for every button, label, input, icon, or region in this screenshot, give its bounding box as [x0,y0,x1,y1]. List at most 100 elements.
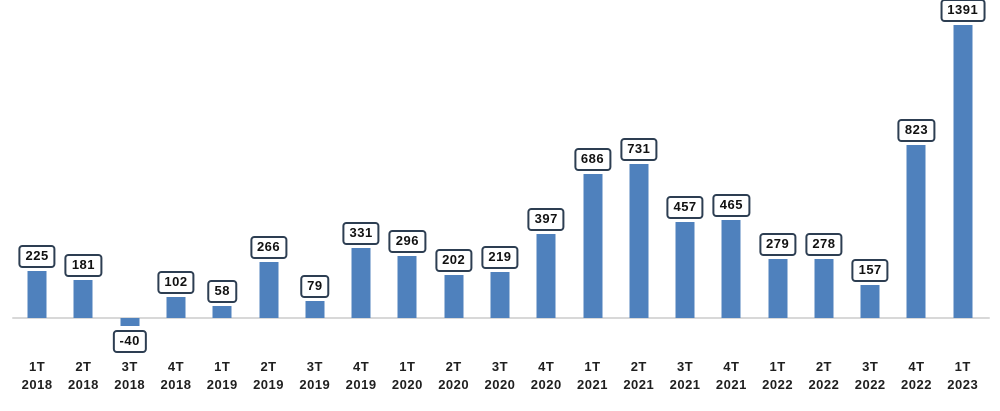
value-label: 157 [851,259,889,282]
chart-column: 219 3T 2020 [477,0,523,411]
x-axis-category-label: 2T 2020 [431,358,477,394]
value-label: -40 [112,330,147,353]
year-label: 2018 [114,377,146,392]
quarter-label: 3T [306,359,323,374]
x-axis-category-label: 1T 2022 [755,358,801,394]
quarter-label: 4T [908,359,925,374]
quarter-label: 3T [491,359,509,374]
bar [768,259,788,318]
bar [120,318,140,326]
chart-column: 181 2T 2018 [60,0,106,411]
x-axis-line [12,317,990,319]
bar [444,275,464,318]
chart-column: 686 1T 2021 [569,0,615,411]
chart-column: 58 1T 2019 [199,0,245,411]
year-label: 2018 [21,377,53,392]
chart-column: 296 1T 2020 [384,0,430,411]
bar [629,164,649,318]
quarter-label: 1T [399,359,416,374]
bar [305,301,325,318]
value-label: 79 [300,275,330,298]
bar [953,25,973,318]
chart-column: 731 2T 2021 [616,0,662,411]
value-label: 823 [897,119,936,142]
value-label: 731 [620,138,658,161]
x-axis-category-label: 1T 2021 [569,358,615,394]
year-label: 2021 [623,377,655,392]
x-axis-category-label: 2T 2019 [245,358,291,394]
chart-column: 823 4T 2022 [893,0,939,411]
chart-column: 266 2T 2019 [245,0,291,411]
x-axis-category-label: 4T 2022 [893,358,939,394]
quarter-label: 2T [260,359,277,374]
value-label: 279 [759,233,797,256]
bar [583,174,603,318]
value-label: 465 [712,194,750,217]
quarter-label: 2T [815,359,832,374]
year-label: 2020 [530,377,562,392]
quarter-label: 3T [676,359,694,374]
value-label: 266 [249,236,288,259]
chart-column: 457 3T 2021 [662,0,708,411]
x-axis-category-label: 4T 2019 [338,358,384,394]
year-label: 2020 [484,377,516,392]
value-label: 219 [481,246,519,269]
value-label: 202 [435,249,473,272]
x-axis-category-label: 2T 2022 [801,358,847,394]
quarter-label: 4T [353,359,370,374]
year-label: 2019 [206,377,238,392]
x-axis-category-label: 2T 2018 [60,358,106,394]
x-axis-category-label: 1T 2018 [14,358,60,394]
value-label: 296 [388,230,426,253]
x-axis-category-label: 4T 2018 [153,358,199,394]
value-label: 225 [18,245,56,268]
bar [166,297,186,318]
x-axis-category-label: 2T 2021 [616,358,662,394]
value-label: 1391 [940,0,986,22]
bar [860,285,880,318]
bar [536,234,556,318]
year-label: 2019 [253,377,284,392]
x-axis-category-label: 1T 2023 [940,358,986,394]
chart-column: 278 2T 2022 [801,0,847,411]
x-axis-category-label: 4T 2020 [523,358,569,394]
chart-column: -40 3T 2018 [107,0,153,411]
x-axis-category-label: 3T 2018 [107,358,153,394]
year-label: 2022 [901,377,932,392]
bar [675,222,695,318]
chart-column: 157 3T 2022 [847,0,893,411]
year-label: 2019 [299,377,331,392]
bar [27,271,47,318]
x-axis-category-label: 3T 2022 [847,358,893,394]
year-label: 2018 [160,377,192,392]
bar [397,256,417,318]
chart-column: 1391 1T 2023 [940,0,986,411]
quarter-label: 2T [445,359,462,374]
year-label: 2020 [438,377,470,392]
chart-column: 279 1T 2022 [755,0,801,411]
year-label: 2022 [808,377,840,392]
x-axis-category-label: 3T 2021 [662,358,708,394]
value-label: 278 [805,233,843,256]
bar [814,259,834,318]
year-label: 2022 [854,377,886,392]
quarter-label: 1T [769,359,786,374]
quarter-label: 4T [167,359,185,374]
quarter-label: 1T [584,359,601,374]
year-label: 2018 [67,377,99,392]
chart-column: 202 2T 2020 [431,0,477,411]
x-axis-category-label: 1T 2019 [199,358,245,394]
quarter-label: 4T [723,359,740,374]
chart-column: 397 4T 2020 [523,0,569,411]
bar [721,220,741,318]
quarter-label: 4T [538,359,555,374]
value-label: 331 [342,222,380,245]
x-axis-category-label: 3T 2019 [292,358,338,394]
year-label: 2020 [391,377,423,392]
x-axis-category-label: 3T 2020 [477,358,523,394]
year-label: 2021 [715,377,747,392]
year-label: 2023 [947,377,979,392]
year-label: 2021 [669,377,701,392]
